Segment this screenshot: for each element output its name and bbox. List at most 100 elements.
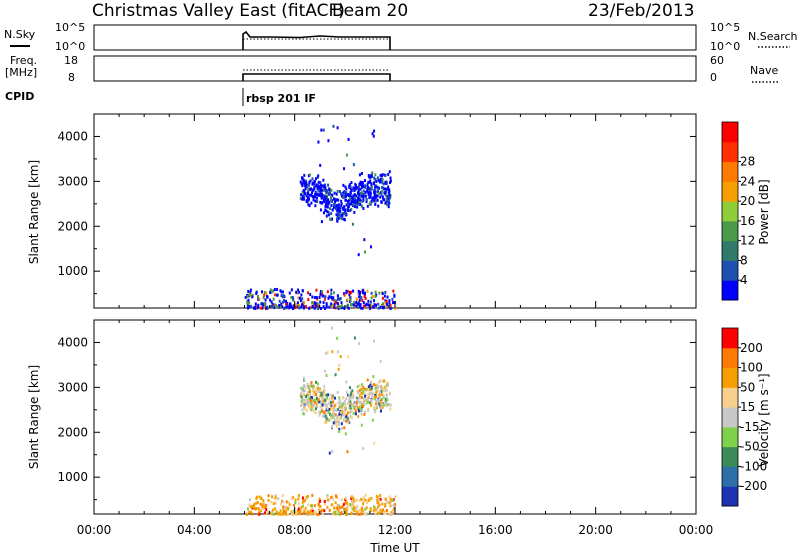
- scatter-point: [361, 199, 364, 203]
- scatter-point: [358, 173, 361, 177]
- scatter-point: [341, 505, 344, 509]
- scatter-point: [261, 507, 264, 511]
- scatter-point: [369, 201, 372, 205]
- scatter-point: [353, 505, 356, 509]
- scatter-point: [326, 495, 329, 499]
- scatter-point: [344, 507, 347, 511]
- scatter-point: [305, 181, 308, 185]
- scatter-point: [362, 447, 365, 451]
- scatter-point: [302, 504, 305, 508]
- scatter-point: [326, 290, 329, 294]
- y-tick-label: 3000: [57, 380, 88, 394]
- scatter-point: [294, 498, 297, 502]
- scatter-point: [349, 202, 352, 206]
- scatter-point: [257, 511, 260, 515]
- scatter-point: [356, 191, 359, 195]
- scatter-point: [337, 211, 340, 215]
- scatter-point: [356, 396, 359, 400]
- scatter-point: [360, 408, 363, 412]
- scatter-point: [329, 217, 332, 221]
- scatter-point: [358, 512, 361, 516]
- scatter-point: [371, 294, 374, 298]
- scatter-point: [378, 498, 381, 502]
- scatter-point: [271, 495, 274, 499]
- scatter-point: [324, 351, 327, 355]
- scatter-point: [374, 395, 377, 399]
- scatter-point: [372, 196, 375, 200]
- scatter-point: [328, 498, 331, 502]
- scatter-point: [346, 298, 349, 302]
- scatter-point: [349, 208, 352, 212]
- scatter-point: [339, 190, 342, 194]
- scatter-point: [372, 134, 375, 138]
- scatter-point: [312, 511, 315, 515]
- scatter-point: [296, 304, 299, 308]
- scatter-point: [325, 190, 328, 194]
- scatter-point: [302, 398, 305, 402]
- scatter-point: [331, 406, 334, 410]
- scatter-point: [271, 305, 274, 309]
- scatter-point: [349, 503, 352, 507]
- scatter-point: [322, 393, 325, 397]
- colorbar-tick-label: 100: [740, 361, 763, 375]
- scatter-point: [309, 306, 312, 310]
- scatter-point: [379, 493, 382, 497]
- freq-right-tick-bottom: 0: [710, 71, 717, 84]
- scatter-point: [255, 507, 258, 511]
- scatter-point: [339, 296, 342, 300]
- scatter-point: [331, 297, 334, 301]
- scatter-point: [306, 192, 309, 196]
- scatter-point: [297, 290, 300, 294]
- scatter-point: [311, 304, 314, 308]
- scatter-point: [352, 163, 355, 167]
- scatter-point: [338, 427, 341, 431]
- scatter-point: [297, 494, 300, 498]
- scatter-point: [300, 182, 303, 186]
- scatter-point: [349, 400, 352, 404]
- scatter-point: [335, 192, 338, 196]
- scatter-point: [352, 392, 355, 396]
- scatter-point: [392, 507, 395, 511]
- scatter-point: [365, 200, 368, 204]
- scatter-point: [319, 163, 322, 167]
- y-tick-label: 1000: [57, 470, 88, 484]
- scatter-point: [322, 300, 325, 304]
- scatter-point: [318, 497, 321, 501]
- scatter-point: [362, 206, 365, 210]
- power-panel-frame: [93, 113, 697, 309]
- freq-left-tick-bottom: 8: [68, 71, 75, 84]
- scatter-point: [359, 202, 362, 206]
- scatter-point: [338, 512, 341, 516]
- scatter-point: [351, 389, 354, 393]
- scatter-point: [325, 302, 328, 306]
- scatter-point: [371, 171, 374, 175]
- scatter-point: [260, 302, 263, 306]
- scatter-point: [333, 302, 336, 306]
- scatter-point: [302, 303, 305, 307]
- scatter-point: [337, 503, 340, 507]
- scatter-point: [368, 202, 371, 206]
- scatter-point: [303, 300, 306, 304]
- scatter-point: [343, 292, 346, 296]
- scatter-point: [363, 250, 366, 254]
- scatter-point: [302, 181, 305, 185]
- scatter-point: [343, 191, 346, 195]
- scatter-point: [335, 299, 338, 303]
- scatter-point: [323, 297, 326, 301]
- scatter-point: [308, 180, 311, 184]
- scatter-point: [312, 304, 315, 308]
- scatter-point: [381, 173, 384, 177]
- scatter-point: [297, 512, 300, 516]
- y-tick-label: 1000: [57, 264, 88, 278]
- scatter-point: [382, 182, 385, 186]
- scatter-point: [374, 303, 377, 307]
- scatter-point: [319, 180, 322, 184]
- scatter-point: [298, 306, 301, 310]
- scatter-point: [327, 393, 330, 397]
- scatter-point: [392, 301, 395, 305]
- scatter-point: [389, 304, 392, 308]
- scatter-point: [349, 404, 352, 408]
- scatter-point: [385, 299, 388, 303]
- scatter-point: [344, 305, 347, 309]
- scatter-point: [351, 499, 354, 503]
